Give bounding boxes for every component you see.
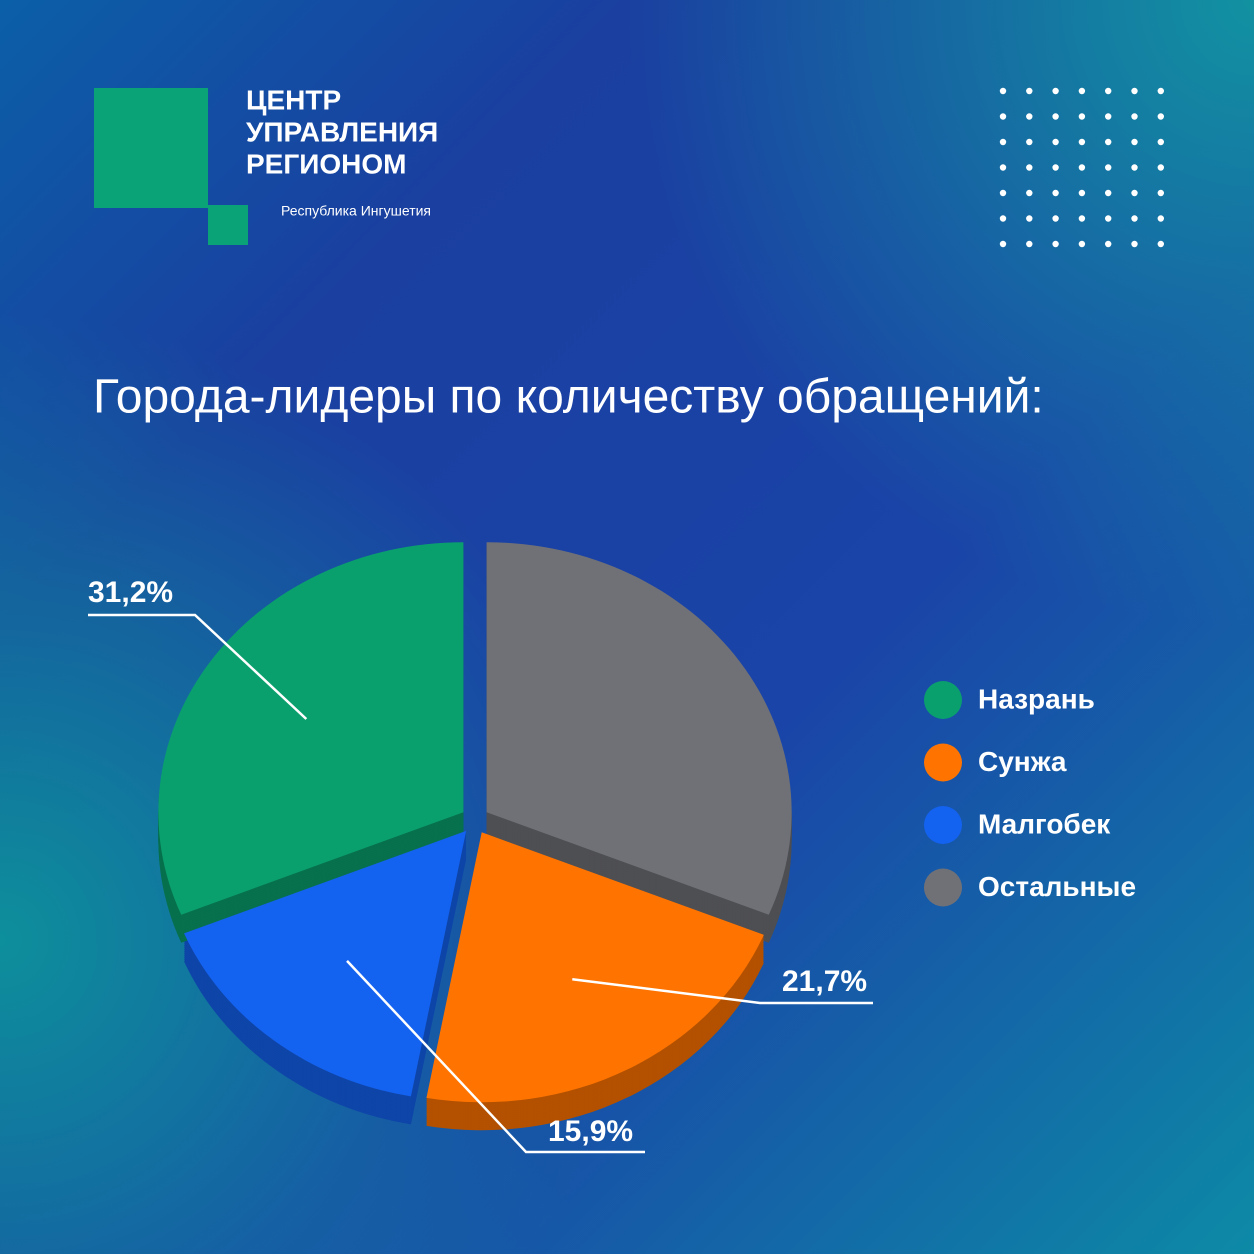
dot bbox=[1105, 113, 1112, 120]
dot bbox=[1105, 164, 1112, 171]
dot bbox=[1131, 138, 1138, 146]
dot bbox=[1105, 138, 1112, 146]
dot bbox=[1078, 87, 1086, 95]
value-label: 31,2% bbox=[88, 576, 173, 609]
dot bbox=[1131, 87, 1138, 95]
chart-title: Города-лидеры по количеству обращений: bbox=[93, 371, 1044, 424]
leader-line bbox=[346, 960, 645, 1154]
logo-subtitle: Республика Ингушетия bbox=[281, 203, 431, 219]
dot bbox=[1052, 113, 1059, 120]
dot-grid bbox=[999, 87, 1165, 248]
dot bbox=[1078, 113, 1086, 120]
dot bbox=[1052, 138, 1059, 146]
dot bbox=[1052, 189, 1059, 197]
value-label: 15,9% bbox=[548, 1115, 633, 1148]
dot bbox=[1026, 189, 1033, 197]
dot bbox=[1157, 215, 1165, 222]
legend-label: Остальные bbox=[978, 871, 1136, 902]
dot bbox=[1026, 113, 1033, 120]
dot bbox=[1026, 240, 1033, 248]
value-label: 21,7% bbox=[782, 965, 867, 998]
dot bbox=[1078, 189, 1086, 197]
dot bbox=[1052, 240, 1059, 248]
dot bbox=[1131, 113, 1138, 120]
dot bbox=[1131, 164, 1138, 171]
dot bbox=[1078, 164, 1086, 171]
legend-swatch bbox=[924, 743, 962, 782]
slice bbox=[486, 542, 792, 915]
dot bbox=[1157, 240, 1165, 248]
dot bbox=[1157, 87, 1165, 95]
dot bbox=[1078, 240, 1086, 248]
dot bbox=[1131, 240, 1138, 248]
legend-swatch bbox=[924, 681, 962, 719]
dot bbox=[999, 113, 1007, 120]
logo-text: РЕГИОНОМ bbox=[246, 148, 406, 179]
dot bbox=[1052, 164, 1059, 171]
dot bbox=[1131, 189, 1138, 197]
dot bbox=[1052, 215, 1059, 222]
dot bbox=[1026, 164, 1033, 171]
logo-square bbox=[208, 205, 248, 245]
dot bbox=[1105, 189, 1112, 197]
dot bbox=[1157, 164, 1165, 171]
dot bbox=[999, 164, 1007, 171]
legend-label: Сунжа bbox=[978, 746, 1067, 777]
dot bbox=[999, 215, 1007, 222]
logo-text: УПРАВЛЕНИЯ bbox=[246, 116, 438, 147]
dot bbox=[1026, 138, 1033, 146]
dot bbox=[1026, 87, 1033, 95]
leader-line bbox=[572, 977, 873, 1005]
logo-square bbox=[94, 88, 208, 208]
logo-text: ЦЕНТР bbox=[246, 84, 341, 115]
dot bbox=[1131, 215, 1138, 222]
dot bbox=[999, 138, 1007, 146]
legend-swatch bbox=[924, 806, 962, 844]
dot bbox=[1157, 189, 1165, 197]
dot bbox=[1105, 87, 1112, 95]
dot bbox=[1078, 138, 1086, 146]
legend-swatch bbox=[924, 868, 962, 907]
dot bbox=[1052, 87, 1059, 95]
dot bbox=[1157, 113, 1165, 120]
dot bbox=[1078, 215, 1086, 222]
dot bbox=[1157, 138, 1165, 146]
legend-label: Назрань bbox=[978, 683, 1095, 714]
leader-line bbox=[88, 613, 308, 720]
slice bbox=[184, 830, 467, 1097]
dot bbox=[1026, 215, 1033, 222]
dot bbox=[999, 87, 1007, 95]
dot bbox=[1105, 240, 1112, 248]
slice bbox=[158, 542, 464, 915]
slice bbox=[426, 832, 764, 1103]
dot bbox=[999, 240, 1007, 248]
dot bbox=[1105, 215, 1112, 222]
legend-label: Малгобек bbox=[978, 808, 1111, 839]
dot bbox=[999, 189, 1007, 197]
